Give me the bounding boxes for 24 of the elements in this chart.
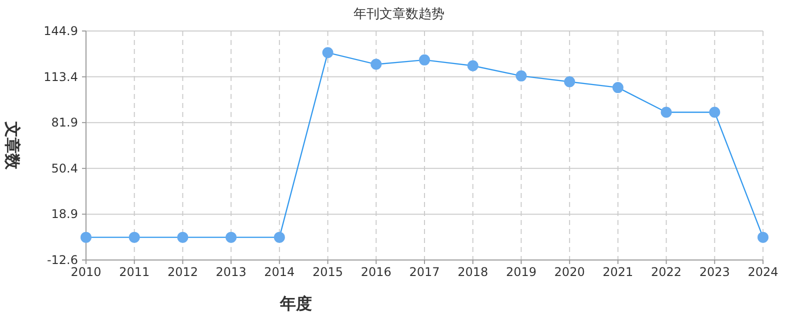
y-axis-title: 文章数 xyxy=(3,120,22,170)
x-tick-label: 2018 xyxy=(458,265,488,279)
y-tick-label: 113.4 xyxy=(44,70,78,84)
y-tick-label: 18.9 xyxy=(51,207,78,222)
x-tick-label: 2024 xyxy=(748,265,778,279)
x-tick-label: 2017 xyxy=(409,265,440,279)
x-tick-label: 2015 xyxy=(312,265,344,279)
x-tick-label: 2019 xyxy=(506,265,536,279)
x-tick-label: 2011 xyxy=(119,265,150,279)
x-tick-label: 2013 xyxy=(216,265,246,279)
x-tick-label: 2014 xyxy=(264,265,295,279)
y-tick-label: 144.9 xyxy=(44,24,78,38)
x-tick-label: 2012 xyxy=(167,265,198,279)
x-tick-label: 2016 xyxy=(360,265,392,279)
y-tick-label: 81.9 xyxy=(51,116,78,130)
x-tick-label: 2010 xyxy=(70,265,102,279)
y-tick-label: -12.6 xyxy=(46,253,78,267)
x-tick-label: 2020 xyxy=(554,265,585,279)
y-tick-label: 50.4 xyxy=(51,161,78,176)
x-tick-label: 2021 xyxy=(602,265,634,279)
x-tick-label: 2023 xyxy=(699,265,730,279)
x-tick-label: 2022 xyxy=(651,265,682,279)
chart-title: 年刊文章数趋势 xyxy=(354,7,444,22)
x-axis-title: 年度 xyxy=(279,294,312,313)
